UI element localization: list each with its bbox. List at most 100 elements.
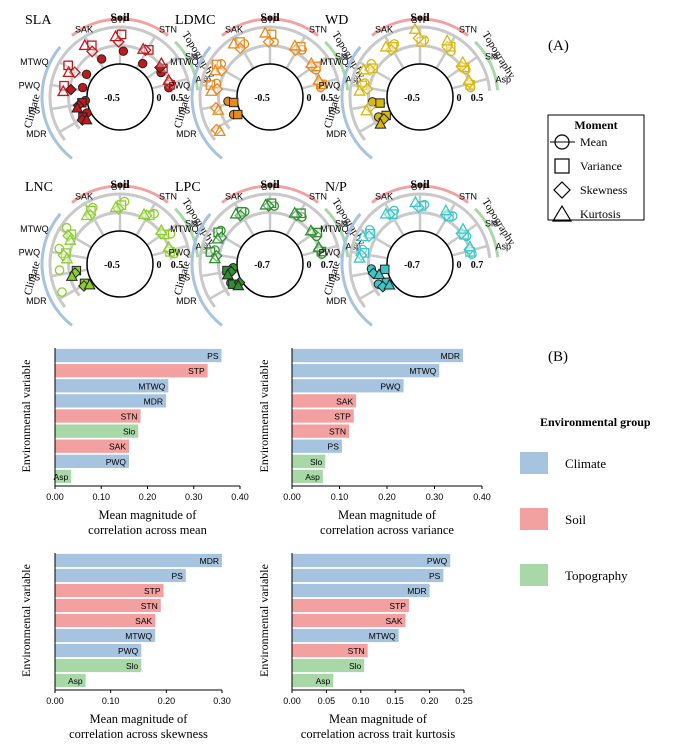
x-tick-label: 0.10 bbox=[352, 696, 370, 706]
variable-label: PWQ bbox=[169, 80, 191, 90]
data-point-kurtosis bbox=[379, 207, 393, 219]
bar-label: MTWQ bbox=[369, 631, 396, 641]
variable-label: PS bbox=[328, 273, 340, 283]
variable-label: MDR bbox=[26, 129, 47, 139]
variable-label: MTWQ bbox=[170, 57, 199, 67]
bar-sak bbox=[292, 394, 357, 408]
data-point-mean bbox=[118, 46, 129, 56]
x-axis-label-line1: Mean magnitude of bbox=[338, 508, 437, 522]
x-axis-label: Mean magnitude of correlation across vari… bbox=[320, 508, 454, 537]
bar-mdr bbox=[292, 583, 430, 598]
data-point-kurtosis bbox=[353, 251, 366, 263]
x-tick-label: 0.30 bbox=[185, 492, 203, 502]
grid-arc bbox=[48, 192, 192, 309]
variable-label: MTWQ bbox=[20, 224, 49, 234]
soil-arc bbox=[371, 184, 469, 204]
variable-label: STP bbox=[111, 182, 129, 192]
bar-label: Slo bbox=[123, 427, 136, 437]
grid-spoke bbox=[200, 83, 238, 93]
bar-label: Asp bbox=[68, 676, 83, 686]
y-axis-label: Environmental variable bbox=[257, 564, 271, 677]
data-point-mean bbox=[81, 69, 92, 79]
x-tick-label: 0.20 bbox=[158, 696, 176, 706]
zero-scale-label: 0 bbox=[157, 260, 162, 271]
x-tick-label: 0.30 bbox=[213, 696, 231, 706]
data-point-kurtosis bbox=[379, 40, 393, 52]
data-point-kurtosis bbox=[155, 223, 168, 236]
bar-chart-3: MDR PS STP STN SAK MTWQ PWQ Slo Asp 0.00 0.10 0.20 0… bbox=[19, 553, 231, 741]
bar-pwq bbox=[292, 379, 404, 393]
bar-label: Asp bbox=[316, 676, 331, 686]
zero-scale-label: 0 bbox=[307, 93, 312, 104]
bar-label: PWQ bbox=[380, 381, 401, 391]
radial-title: LDMC bbox=[175, 13, 215, 28]
data-point-kurtosis bbox=[80, 208, 94, 221]
zero-circle bbox=[86, 230, 154, 298]
data-point-kurtosis bbox=[109, 29, 122, 42]
x-tick-label: 0.20 bbox=[421, 696, 439, 706]
data-point-kurtosis bbox=[227, 37, 241, 49]
data-point-variance bbox=[213, 227, 223, 238]
variable-label: MTWQ bbox=[320, 57, 349, 67]
variable-label: SAK bbox=[375, 192, 393, 202]
inner-scale-label: -0.5 bbox=[104, 260, 120, 271]
data-point-kurtosis bbox=[288, 206, 302, 218]
bar-stn bbox=[292, 424, 349, 438]
bar-slo bbox=[292, 454, 326, 468]
data-point-kurtosis bbox=[409, 195, 422, 207]
variable-label: SAK bbox=[75, 25, 93, 35]
outer-scale-label: 0.7 bbox=[321, 260, 334, 271]
bar-mdr bbox=[292, 348, 463, 363]
data-point-kurtosis bbox=[353, 84, 366, 96]
bar-stp bbox=[55, 583, 164, 598]
grid-spoke bbox=[358, 60, 393, 82]
bar-label: MTWQ bbox=[138, 381, 165, 391]
data-point-kurtosis bbox=[162, 73, 175, 85]
bar-label: STP bbox=[334, 412, 351, 422]
variable-label: MTWQ bbox=[170, 224, 199, 234]
data-point-variance bbox=[296, 208, 306, 219]
grid-arc bbox=[198, 25, 342, 142]
variable-label: Slo bbox=[485, 219, 498, 229]
variable-label: STP bbox=[411, 15, 429, 25]
y-axis-label: Environmental variable bbox=[257, 360, 271, 473]
data-point-skewness bbox=[363, 63, 377, 76]
inner-scale-label: -0.5 bbox=[404, 93, 420, 104]
bar-label: MTWQ bbox=[409, 366, 436, 376]
data-point-kurtosis bbox=[208, 251, 222, 264]
data-point-variance bbox=[144, 210, 155, 221]
triangle-symbol bbox=[551, 204, 573, 222]
x-axis-label-line2: correlation across trait kurtosis bbox=[301, 727, 456, 741]
data-point-kurtosis bbox=[211, 232, 224, 244]
x-tick-label: 0.00 bbox=[283, 492, 301, 502]
moment-legend-box bbox=[547, 114, 645, 221]
grid-arc bbox=[48, 25, 192, 142]
data-point-kurtosis bbox=[56, 84, 70, 97]
climate-arc bbox=[340, 45, 373, 160]
x-axis-label-line1: Mean magnitude of bbox=[99, 508, 198, 522]
grid-spoke bbox=[435, 35, 457, 70]
data-point-kurtosis bbox=[60, 252, 74, 264]
square-symbol bbox=[554, 158, 570, 174]
bar-pwq bbox=[292, 553, 451, 568]
bar-label: STP bbox=[389, 601, 406, 611]
moment-legend-item: Skewness bbox=[580, 183, 628, 197]
outer-scale-label: 0.7 bbox=[471, 260, 484, 271]
moment-legend-title: Moment bbox=[574, 118, 617, 132]
x-tick-label: 0.25 bbox=[455, 696, 473, 706]
bar-stn bbox=[292, 643, 368, 658]
soil-arc bbox=[71, 17, 169, 37]
outer-scale-label: 0.5 bbox=[321, 93, 334, 104]
grid-spoke bbox=[358, 227, 393, 249]
data-point-variance bbox=[380, 264, 390, 275]
bar-ps bbox=[55, 348, 222, 363]
data-point-kurtosis bbox=[80, 113, 93, 125]
bar-label: STN bbox=[329, 427, 346, 437]
variable-label: SAK bbox=[225, 192, 243, 202]
data-point-kurtosis bbox=[213, 124, 227, 136]
moment-legend-item: Kurtosis bbox=[580, 207, 621, 221]
data-point-kurtosis bbox=[439, 203, 453, 216]
group-swatch-climate bbox=[520, 452, 548, 474]
variable-label: MDR bbox=[326, 296, 347, 306]
soil-label: Soil bbox=[110, 177, 130, 191]
